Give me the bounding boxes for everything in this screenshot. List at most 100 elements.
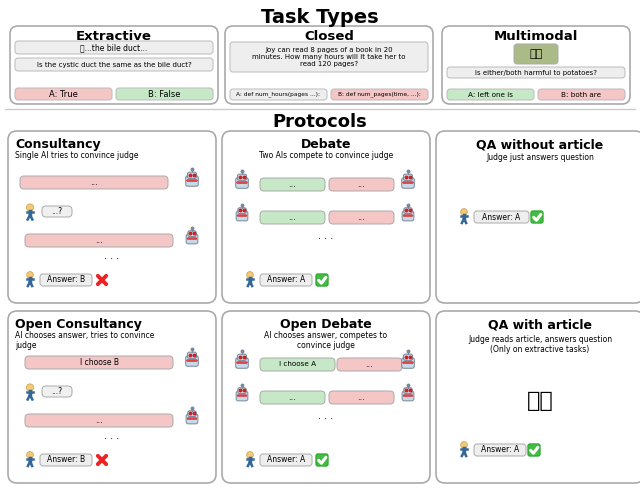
Text: ...: ...	[358, 213, 365, 222]
Text: Extractive: Extractive	[76, 30, 152, 43]
FancyBboxPatch shape	[404, 388, 412, 394]
FancyBboxPatch shape	[402, 391, 414, 401]
FancyBboxPatch shape	[222, 131, 430, 303]
FancyBboxPatch shape	[236, 211, 248, 221]
FancyBboxPatch shape	[42, 206, 72, 217]
FancyBboxPatch shape	[188, 410, 196, 416]
Text: · · ·: · · ·	[318, 414, 333, 424]
Text: AI chooses answer, tries to convince
judge: AI chooses answer, tries to convince jud…	[15, 331, 154, 351]
FancyBboxPatch shape	[186, 356, 198, 366]
FancyBboxPatch shape	[187, 238, 197, 240]
Text: · · ·: · · ·	[104, 434, 120, 444]
FancyBboxPatch shape	[447, 89, 534, 100]
Text: B: False: B: False	[148, 89, 180, 99]
Text: Open Debate: Open Debate	[280, 318, 372, 331]
Text: 👀📖: 👀📖	[527, 391, 554, 411]
FancyBboxPatch shape	[225, 26, 433, 104]
Text: Answer: A: Answer: A	[267, 275, 305, 284]
Text: Protocols: Protocols	[273, 113, 367, 131]
FancyBboxPatch shape	[237, 362, 247, 363]
Circle shape	[246, 452, 253, 458]
FancyBboxPatch shape	[236, 391, 248, 401]
Text: Judge reads article, answers question
(Only on extractive tasks): Judge reads article, answers question (O…	[468, 335, 612, 355]
FancyBboxPatch shape	[236, 178, 248, 188]
Text: Multimodal: Multimodal	[494, 30, 578, 43]
Text: B: def num_pages(time, ...):: B: def num_pages(time, ...):	[338, 92, 421, 97]
FancyBboxPatch shape	[404, 208, 412, 214]
Text: B: both are: B: both are	[561, 91, 602, 98]
FancyBboxPatch shape	[474, 211, 529, 223]
Circle shape	[461, 209, 467, 216]
FancyBboxPatch shape	[474, 444, 526, 456]
Text: ...: ...	[358, 393, 365, 402]
FancyBboxPatch shape	[40, 454, 92, 466]
FancyBboxPatch shape	[316, 454, 328, 466]
Text: Answer: B: Answer: B	[47, 275, 85, 284]
Text: Answer: A: Answer: A	[483, 213, 520, 221]
FancyBboxPatch shape	[42, 386, 72, 397]
Text: AI chooses answer, competes to
convince judge: AI chooses answer, competes to convince …	[264, 331, 388, 351]
FancyBboxPatch shape	[237, 395, 247, 396]
FancyBboxPatch shape	[237, 174, 246, 180]
Text: Debate: Debate	[301, 138, 351, 151]
Text: Answer: B: Answer: B	[47, 456, 85, 464]
Text: 📖...the bile duct...: 📖...the bile duct...	[81, 43, 148, 52]
FancyBboxPatch shape	[403, 395, 413, 396]
FancyBboxPatch shape	[402, 358, 414, 368]
Text: Task Types: Task Types	[261, 8, 379, 27]
FancyBboxPatch shape	[316, 274, 328, 286]
FancyBboxPatch shape	[186, 234, 198, 244]
Text: ...: ...	[289, 393, 296, 402]
Text: Joy can read 8 pages of a book in 20
minutes. How many hours will it take her to: Joy can read 8 pages of a book in 20 min…	[252, 47, 406, 67]
FancyBboxPatch shape	[116, 88, 213, 100]
FancyBboxPatch shape	[531, 211, 543, 223]
Text: QA without article: QA without article	[476, 138, 604, 151]
FancyBboxPatch shape	[447, 67, 625, 78]
FancyBboxPatch shape	[237, 354, 246, 360]
Text: Is the cystic duct the same as the bile duct?: Is the cystic duct the same as the bile …	[36, 61, 191, 67]
Text: A: True: A: True	[49, 89, 78, 99]
FancyBboxPatch shape	[329, 211, 394, 224]
FancyBboxPatch shape	[403, 362, 413, 363]
FancyBboxPatch shape	[238, 208, 246, 214]
Text: ...: ...	[289, 213, 296, 222]
FancyBboxPatch shape	[329, 391, 394, 404]
FancyBboxPatch shape	[260, 178, 325, 191]
Text: ...?: ...?	[51, 387, 63, 396]
FancyBboxPatch shape	[188, 172, 196, 178]
Text: Answer: A: Answer: A	[481, 445, 519, 455]
Circle shape	[27, 272, 33, 278]
Text: ...: ...	[358, 180, 365, 189]
Text: · · ·: · · ·	[104, 254, 120, 264]
FancyBboxPatch shape	[403, 174, 413, 180]
Circle shape	[26, 384, 34, 391]
FancyBboxPatch shape	[40, 274, 92, 286]
FancyBboxPatch shape	[260, 274, 312, 286]
FancyBboxPatch shape	[538, 89, 625, 100]
FancyBboxPatch shape	[8, 131, 216, 303]
FancyBboxPatch shape	[236, 358, 248, 368]
FancyBboxPatch shape	[260, 358, 335, 371]
Text: Is either/both harmful to potatoes?: Is either/both harmful to potatoes?	[475, 70, 597, 76]
FancyBboxPatch shape	[514, 44, 558, 64]
FancyBboxPatch shape	[402, 211, 414, 221]
FancyBboxPatch shape	[187, 418, 197, 419]
FancyBboxPatch shape	[25, 414, 173, 427]
Text: ...: ...	[289, 180, 296, 189]
Circle shape	[461, 441, 467, 448]
Text: I choose B: I choose B	[79, 358, 118, 367]
FancyBboxPatch shape	[442, 26, 630, 104]
Text: A: left one is: A: left one is	[468, 91, 513, 98]
Text: QA with article: QA with article	[488, 318, 592, 331]
FancyBboxPatch shape	[260, 454, 312, 466]
Text: I choose A: I choose A	[279, 361, 316, 367]
FancyBboxPatch shape	[402, 178, 414, 188]
Text: ...: ...	[95, 416, 103, 425]
FancyBboxPatch shape	[403, 215, 413, 217]
Circle shape	[26, 204, 34, 211]
FancyBboxPatch shape	[436, 311, 640, 483]
Text: Judge just answers question: Judge just answers question	[486, 153, 594, 162]
FancyBboxPatch shape	[238, 388, 246, 394]
Text: Answer: A: Answer: A	[267, 456, 305, 464]
FancyBboxPatch shape	[25, 234, 173, 247]
